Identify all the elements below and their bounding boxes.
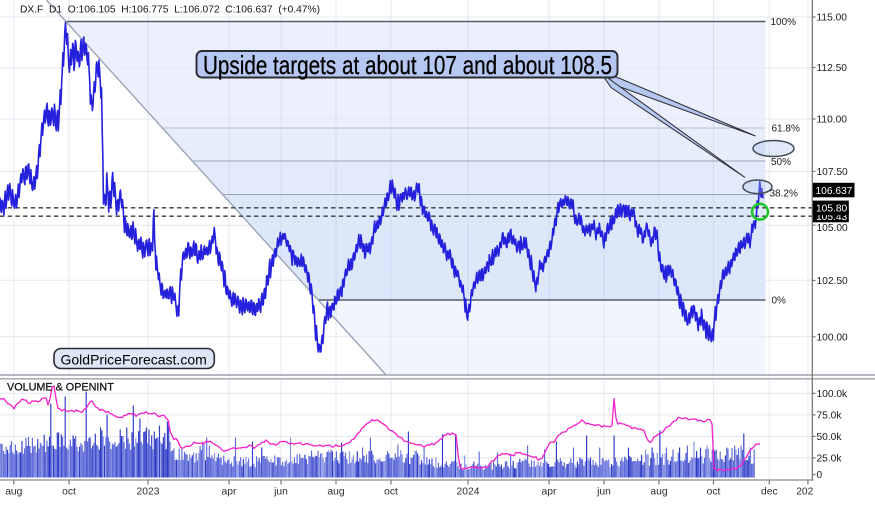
svg-text:112.50: 112.50	[817, 63, 848, 74]
svg-text:oct: oct	[707, 487, 721, 498]
svg-text:100.00: 100.00	[817, 333, 848, 344]
svg-text:0%: 0%	[772, 296, 787, 307]
svg-text:100%: 100%	[771, 17, 797, 28]
svg-text:110.00: 110.00	[817, 115, 848, 126]
svg-text:DX.F D1 O:106.105 H:106.775: DX.F D1 O:106.105 H:106.775 L:106.072 C:…	[20, 4, 320, 15]
svg-text:apr: apr	[542, 487, 557, 498]
svg-text:105.00: 105.00	[817, 223, 848, 234]
svg-text:aug: aug	[650, 487, 667, 498]
svg-text:61.8%: 61.8%	[772, 123, 800, 134]
svg-text:apr: apr	[222, 487, 237, 498]
svg-text:aug: aug	[5, 487, 22, 498]
svg-text:VOLUME & OPENINT: VOLUME & OPENINT	[7, 381, 114, 393]
svg-text:Upside targets at about 107 an: Upside targets at about 107 and about 10…	[203, 50, 612, 80]
svg-text:oct: oct	[62, 487, 76, 498]
svg-text:2024: 2024	[457, 487, 480, 498]
svg-text:GoldPriceForecast.com: GoldPriceForecast.com	[61, 351, 207, 367]
svg-text:dec: dec	[761, 487, 778, 498]
svg-text:105.80: 105.80	[816, 204, 847, 215]
svg-text:50%: 50%	[771, 157, 791, 168]
svg-text:107.50: 107.50	[817, 167, 848, 178]
svg-text:aug: aug	[327, 487, 344, 498]
svg-text:100.0k: 100.0k	[817, 389, 848, 400]
svg-text:115.00: 115.00	[817, 13, 848, 24]
svg-text:38.2%: 38.2%	[770, 189, 798, 200]
svg-text:jun: jun	[273, 487, 288, 498]
svg-text:25.0k: 25.0k	[817, 454, 843, 465]
svg-text:106.637: 106.637	[816, 186, 853, 197]
svg-text:jun: jun	[596, 487, 611, 498]
svg-text:2023: 2023	[137, 487, 160, 498]
svg-text:202: 202	[796, 487, 813, 498]
svg-text:oct: oct	[384, 487, 398, 498]
svg-text:102.50: 102.50	[817, 276, 848, 287]
svg-text:0: 0	[817, 470, 823, 481]
svg-text:105.43: 105.43	[816, 212, 847, 223]
svg-text:75.0k: 75.0k	[817, 411, 843, 422]
svg-text:50.0k: 50.0k	[817, 432, 843, 443]
